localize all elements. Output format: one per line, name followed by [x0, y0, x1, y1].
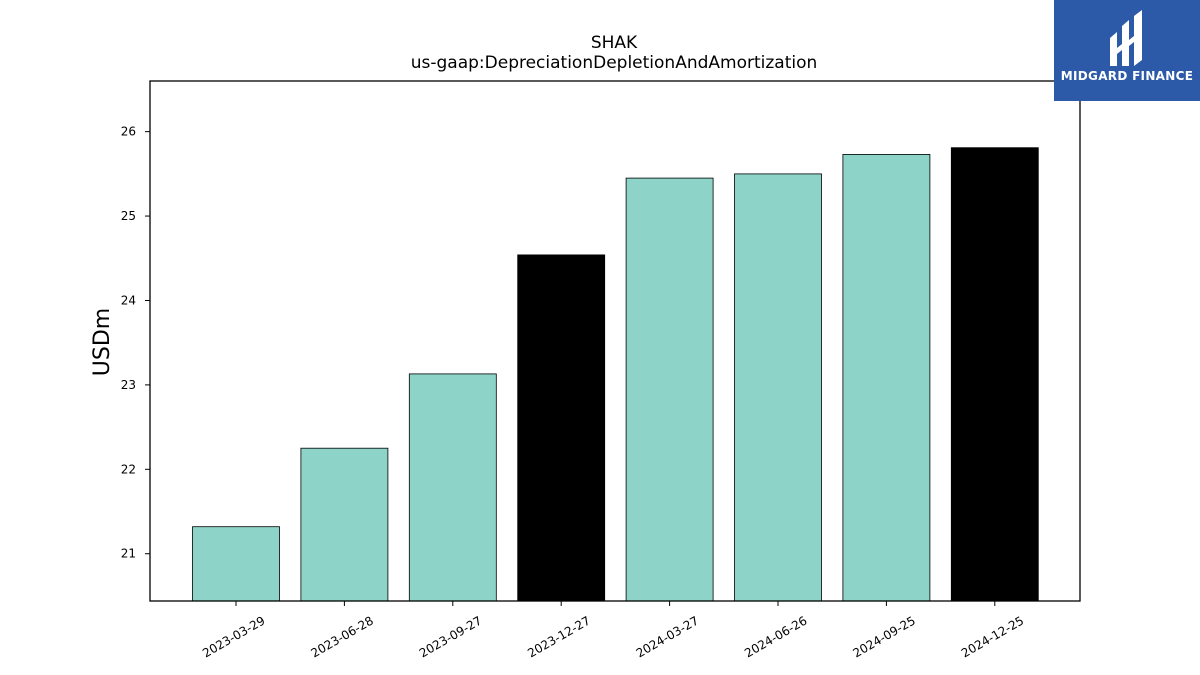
y-tick-label: 26 [121, 125, 136, 139]
bar-2023-06-28 [300, 447, 389, 602]
bar-2024-06-26 [734, 173, 822, 602]
plot-frame [149, 80, 1081, 602]
logo-mark-icon [1110, 10, 1142, 66]
x-tick-label: 2023-03-29 [200, 613, 267, 660]
y-ticks-group: 21 22 23 24 25 26 [121, 125, 150, 561]
y-tick-label: 23 [121, 378, 136, 392]
x-tick-label: 2024-06-26 [742, 613, 809, 660]
bar-2023-03-29 [192, 526, 280, 602]
x-tick-label: 2024-03-27 [634, 613, 701, 660]
chart-title: SHAK [591, 33, 638, 53]
bar-2024-03-27 [625, 177, 714, 602]
bar-2024-12-25 [950, 147, 1039, 602]
y-axis-label: USDm [90, 308, 115, 376]
chart-subtitle: us-gaap:DepreciationDepletionAndAmortiza… [411, 53, 818, 73]
bar-2023-09-27 [408, 373, 497, 602]
y-tick-label: 21 [121, 547, 136, 561]
y-tick-label: 24 [121, 293, 136, 307]
x-tick-label: 2023-12-27 [525, 613, 592, 660]
x-tick-label: 2024-09-25 [850, 613, 917, 660]
logo-text: MIDGARD FINANCE [1060, 69, 1194, 83]
bar-2023-12-27 [517, 254, 606, 602]
y-tick-label: 25 [121, 209, 136, 223]
bar-2024-09-25 [842, 153, 931, 602]
brand-logo: MIDGARD FINANCE [1054, 0, 1200, 101]
x-ticks-group: 2023-03-29 2023-06-28 2023-09-27 2023-12-27… [200, 601, 1026, 660]
x-tick-label: 2023-06-28 [308, 613, 375, 660]
bars-group [192, 147, 1039, 602]
x-tick-label: 2024-12-25 [959, 613, 1026, 660]
y-tick-label: 22 [121, 462, 136, 476]
x-tick-label: 2023-09-27 [417, 613, 484, 660]
